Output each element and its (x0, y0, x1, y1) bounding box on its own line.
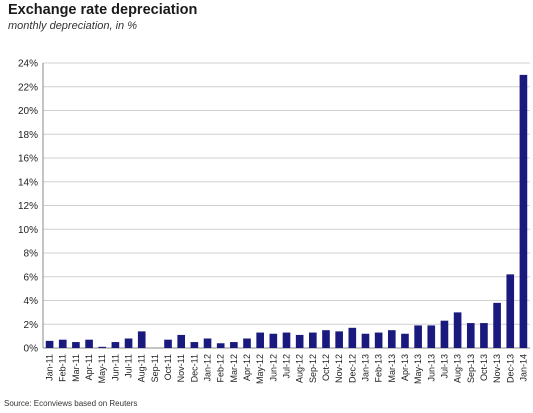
bar (137, 331, 146, 348)
y-tick-label: 0% (24, 344, 39, 355)
y-tick-label: 4% (24, 296, 39, 307)
x-tick-label: Jun-12 (268, 354, 278, 382)
bar (322, 330, 330, 348)
x-tick-label: Jul-12 (282, 354, 292, 379)
y-tick-label: 10% (18, 225, 38, 236)
bar (190, 342, 199, 348)
x-tick-label: Sep-13 (466, 354, 476, 383)
bar (387, 330, 396, 348)
bar (282, 332, 291, 348)
bar (440, 320, 449, 348)
y-tick-label: 20% (18, 106, 38, 117)
bar (453, 312, 462, 348)
x-tick-label: Apr-13 (400, 354, 410, 381)
bar (177, 334, 186, 348)
bar (414, 325, 422, 348)
bar (72, 342, 80, 348)
y-tick-label: 8% (24, 249, 39, 260)
y-tick-label: 12% (18, 201, 38, 212)
bar (480, 323, 488, 348)
x-tick-label: Aug-11 (137, 354, 147, 382)
bar (124, 338, 133, 348)
bar (401, 333, 409, 348)
bar (309, 332, 317, 348)
bar (506, 274, 515, 348)
x-tick-label: Oct-13 (479, 354, 489, 381)
x-tick-label: Jan-11 (45, 354, 55, 381)
x-tick-label: Mar-11 (71, 354, 81, 382)
x-tick-label: Jul-13 (439, 354, 449, 379)
bar (374, 332, 383, 348)
x-tick-label: Jan-14 (518, 354, 528, 382)
x-tick-label: Jun-11 (110, 354, 120, 381)
bar (493, 302, 501, 348)
bar (427, 325, 436, 348)
x-tick-label: Jul-11 (124, 354, 134, 378)
y-tick-label: 24% (18, 59, 38, 70)
x-tick-label: Jun-13 (426, 354, 436, 382)
x-tick-label: Dec-12 (347, 354, 357, 383)
y-tick-label: 6% (24, 272, 39, 283)
x-axis: Jan-11 Feb-11 Mar-11 Apr-11 May-11 Jun-11 Jul-… (45, 354, 529, 384)
bar (466, 323, 475, 348)
x-tick-label: May-11 (97, 354, 107, 383)
bar (58, 339, 67, 348)
chart-title: Exchange rate depreciation (8, 2, 198, 18)
bar (98, 346, 107, 348)
x-tick-label: Dec-13 (505, 354, 515, 383)
bar (164, 339, 172, 348)
bars (45, 74, 528, 348)
x-tick-label: May-12 (255, 354, 265, 384)
y-tick-label: 22% (18, 82, 38, 93)
x-tick-label: Oct-11 (163, 354, 173, 380)
bar (203, 338, 212, 348)
bar (335, 331, 343, 348)
x-tick-label: Aug-13 (453, 354, 463, 383)
x-tick-label: Sep-12 (308, 354, 318, 383)
x-tick-label: Feb-13 (374, 354, 384, 383)
y-tick-label: 14% (18, 177, 38, 188)
x-tick-label: Apr-11 (84, 354, 94, 380)
bar (519, 74, 528, 348)
bar (216, 343, 225, 348)
x-tick-label: Mar-13 (387, 354, 397, 383)
chart-subtitle: monthly depreciation, in % (8, 20, 138, 32)
x-tick-label: Jan-12 (203, 354, 213, 382)
bar (111, 342, 120, 348)
bar (256, 332, 264, 348)
gridlines (42, 62, 530, 349)
x-tick-label: Mar-12 (229, 354, 239, 383)
x-tick-label: Sep-11 (150, 354, 160, 382)
bar (269, 333, 278, 348)
x-tick-label: Nov-13 (492, 354, 502, 383)
x-tick-label: Nov-12 (334, 354, 344, 383)
x-tick-label: Oct-12 (321, 354, 331, 381)
bar (295, 334, 304, 348)
x-tick-label: Jan-13 (360, 354, 370, 382)
source-note: Source: Econviews based on Reuters (4, 399, 138, 408)
bar (85, 339, 93, 348)
bar (361, 333, 370, 348)
x-tick-label: Feb-11 (58, 354, 68, 382)
x-tick-label: Dec-11 (189, 354, 199, 382)
bar (45, 340, 54, 348)
x-tick-label: Nov-11 (176, 354, 186, 382)
x-tick-label: Aug-12 (295, 354, 305, 383)
bar (243, 338, 251, 348)
x-tick-label: Feb-12 (216, 354, 226, 383)
bar (230, 342, 238, 348)
y-tick-label: 16% (18, 154, 38, 165)
y-tick-label: 2% (24, 320, 39, 331)
y-tick-label: 18% (18, 130, 38, 141)
x-tick-label: Apr-12 (242, 354, 252, 381)
x-tick-label: May-13 (413, 354, 423, 384)
y-axis: 0% 2% 4% 6% 8% 10% 12% 14% 16% 18% 20% 22% 24% (18, 59, 38, 355)
bar (348, 327, 357, 348)
